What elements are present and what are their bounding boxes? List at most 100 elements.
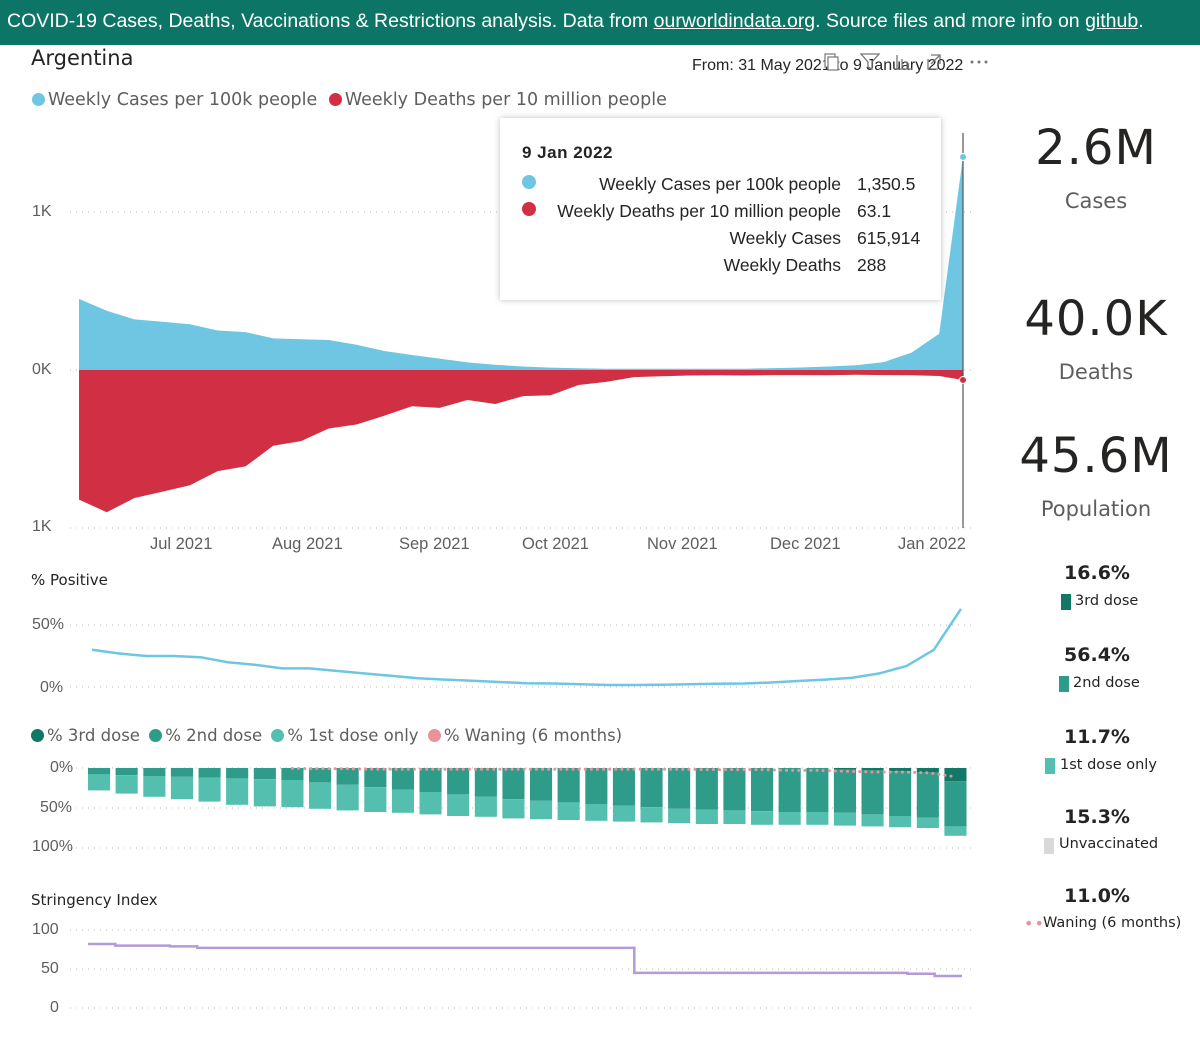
- vacc-legend-label-3rd: % 3rd dose: [47, 726, 140, 745]
- bar-2nd-dose: [612, 768, 635, 806]
- banner-text-post: .: [1138, 10, 1144, 32]
- expand-icon[interactable]: [927, 54, 941, 70]
- tooltip-value-weekly-cases: 615,914: [857, 228, 921, 248]
- bar-1st-dose-only: [198, 777, 221, 802]
- main-chart-legend: Weekly Cases per 100k people Weekly Deat…: [32, 90, 667, 110]
- kpi-deaths-value: 40.0K: [1024, 291, 1168, 347]
- charts-svg: [70, 133, 975, 1009]
- bar-2nd-dose: [447, 768, 470, 795]
- vac-unvacc-swatch: [1044, 838, 1054, 854]
- bar-2nd-dose: [833, 769, 856, 813]
- vacc-legend-waning[interactable]: % Waning (6 months): [427, 726, 623, 745]
- tooltip-value-cases: 1,350.5: [857, 174, 916, 194]
- bar-1st-dose-only: [612, 805, 635, 822]
- pos-y-tick-50: 50%: [32, 616, 65, 633]
- bar-1st-dose-only: [419, 792, 442, 815]
- legend-item-cases[interactable]: Weekly Cases per 100k people: [32, 90, 317, 110]
- bar-3rd-dose: [916, 768, 939, 772]
- vacc-legend-2nd[interactable]: % 2nd dose: [149, 726, 262, 745]
- bar-1st-dose-only: [309, 782, 332, 809]
- x-tick-sep: Sep 2021: [399, 535, 470, 553]
- vacc-legend-3rd[interactable]: % 3rd dose: [31, 726, 140, 745]
- bar-2nd-dose: [530, 768, 553, 801]
- bar-2nd-dose: [391, 768, 414, 790]
- str-y-tick-0: 0: [50, 999, 59, 1016]
- hover-point-cases: [959, 153, 967, 161]
- vacc-y-tick-0: 0%: [50, 759, 74, 776]
- bar-2nd-dose: [226, 768, 249, 779]
- bar-2nd-dose: [419, 768, 442, 792]
- banner-text-pre: COVID-19 Cases, Deaths, Vaccinations & R…: [7, 10, 654, 32]
- bar-2nd-dose: [695, 768, 718, 810]
- bar-1st-dose-only: [723, 810, 746, 824]
- filter-icon[interactable]: [859, 53, 881, 71]
- vac-1st-label: 1st dose only: [1060, 757, 1157, 773]
- bar-2nd-dose: [778, 768, 801, 812]
- legend-label-cases: Weekly Cases per 100k people: [48, 90, 318, 110]
- bar-3rd-dose: [889, 768, 912, 772]
- bar-2nd-dose: [143, 768, 166, 776]
- cases-area: [79, 156, 963, 370]
- vac-3rd-label: 3rd dose: [1075, 593, 1139, 609]
- vac-2nd-swatch: [1059, 676, 1069, 692]
- bar-1st-dose-only: [391, 789, 414, 813]
- copy-icon[interactable]: [824, 53, 839, 71]
- bar-1st-dose-only: [143, 776, 166, 797]
- stringency-chart[interactable]: [70, 929, 975, 1009]
- top-banner: COVID-19 Cases, Deaths, Vaccinations & R…: [0, 0, 1200, 45]
- legend-dot-deaths: [328, 93, 342, 106]
- bar-2nd-dose: [336, 768, 359, 785]
- bar-1st-dose-only: [806, 812, 829, 825]
- vacc-legend-1st[interactable]: % 1st dose only: [271, 726, 419, 745]
- bar-2nd-dose: [585, 768, 608, 804]
- kpi-deaths-label: Deaths: [1058, 360, 1134, 384]
- vac-waning-value: 11.0%: [1064, 885, 1130, 907]
- bar-1st-dose-only: [668, 808, 691, 824]
- vacc-legend-label-waning: % Waning (6 months): [443, 726, 623, 745]
- bar-1st-dose-only: [861, 814, 884, 827]
- bar-1st-dose-only: [778, 812, 801, 825]
- bar-1st-dose-only: [640, 807, 663, 823]
- tooltip-value-weekly-deaths: 288: [857, 255, 887, 275]
- more-options-icon[interactable]: [970, 60, 988, 64]
- x-tick-oct: Oct 2021: [522, 535, 589, 553]
- positive-rate-line: [91, 608, 963, 687]
- bar-2nd-dose: [253, 768, 276, 780]
- str-y-tick-50: 50: [41, 960, 59, 977]
- vac-1st-swatch: [1045, 758, 1055, 774]
- banner-text: COVID-19 Cases, Deaths, Vaccinations & R…: [0, 10, 1144, 32]
- bar-1st-dose-only: [502, 799, 525, 819]
- vacc-chart-legend: % 3rd dose % 2nd dose % 1st dose only % …: [31, 726, 622, 745]
- bar-2nd-dose: [474, 768, 497, 797]
- legend-label-deaths: Weekly Deaths per 10 million people: [344, 90, 667, 110]
- legend-item-deaths[interactable]: Weekly Deaths per 10 million people: [328, 90, 667, 110]
- vac-unvacc-label: Unvaccinated: [1059, 836, 1159, 852]
- bar-1st-dose-only: [916, 817, 939, 828]
- bar-2nd-dose: [170, 768, 193, 777]
- tooltip-label-deaths: Weekly Deaths per 10 million people: [557, 201, 841, 221]
- x-tick-dec: Dec 2021: [770, 535, 841, 553]
- tooltip-date: 9 Jan 2022: [522, 143, 614, 162]
- legend-dot-cases: [32, 93, 45, 106]
- bar-1st-dose-only: [364, 787, 387, 812]
- vaccination-chart[interactable]: [70, 766, 975, 849]
- bar-1st-dose-only: [585, 804, 608, 821]
- bar-3rd-dose: [833, 768, 856, 770]
- bar-2nd-dose: [861, 770, 884, 815]
- owid-link[interactable]: ourworldindata.org: [653, 10, 816, 32]
- main-y-tick-top: 1K: [32, 203, 52, 220]
- main-y-tick-bottom: 1K: [32, 518, 52, 535]
- pos-y-tick-0: 0%: [40, 679, 64, 696]
- focus-mode-icon[interactable]: [894, 55, 912, 70]
- tooltip-dot-cases: [522, 175, 536, 189]
- vac-2nd-value: 56.4%: [1064, 644, 1130, 666]
- bar-1st-dose-only: [170, 776, 193, 800]
- cases-deaths-chart[interactable]: [70, 133, 975, 529]
- bar-1st-dose-only: [833, 812, 856, 826]
- kpi-cases-value: 2.6M: [1035, 120, 1157, 176]
- positive-chart-title: % Positive: [31, 571, 108, 589]
- positive-rate-chart[interactable]: [70, 608, 975, 688]
- vacc-legend-label-1st: % 1st dose only: [287, 726, 419, 745]
- vacc-y-tick-50: 50%: [40, 799, 73, 816]
- github-link[interactable]: github: [1085, 10, 1139, 32]
